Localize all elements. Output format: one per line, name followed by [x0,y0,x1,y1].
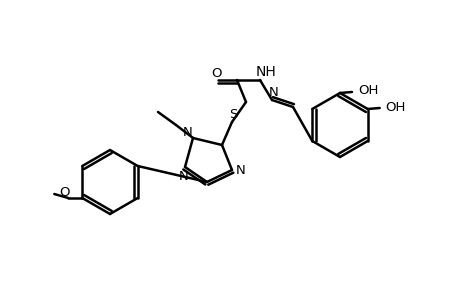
Text: OH: OH [385,100,405,113]
Text: O: O [59,185,69,199]
Text: OH: OH [357,83,378,97]
Text: N: N [269,85,278,98]
Text: S: S [228,107,237,121]
Text: O: O [211,67,222,80]
Text: N: N [183,125,192,139]
Text: N: N [179,169,189,182]
Text: NH: NH [255,65,276,79]
Text: N: N [235,164,246,176]
